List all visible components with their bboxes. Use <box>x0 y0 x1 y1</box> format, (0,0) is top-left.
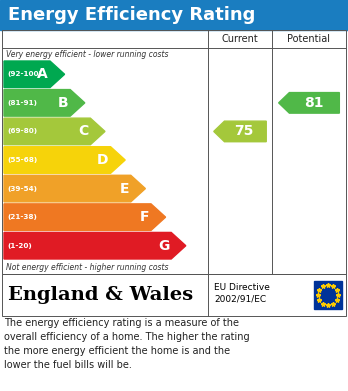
Bar <box>0 0 348 30</box>
Text: England & Wales: England & Wales <box>8 286 193 304</box>
Polygon shape <box>4 90 85 116</box>
Text: 81: 81 <box>304 96 323 110</box>
Bar <box>314 281 342 309</box>
Text: F: F <box>140 210 149 224</box>
Text: Potential: Potential <box>287 34 331 44</box>
Text: (69-80): (69-80) <box>7 128 37 135</box>
Text: The energy efficiency rating is a measure of the
overall efficiency of a home. T: The energy efficiency rating is a measur… <box>4 318 250 370</box>
Text: (92-100): (92-100) <box>7 71 42 77</box>
Text: (39-54): (39-54) <box>7 186 37 192</box>
Text: EU Directive
2002/91/EC: EU Directive 2002/91/EC <box>214 283 270 303</box>
Bar <box>2 274 346 316</box>
Text: E: E <box>119 181 129 196</box>
Text: B: B <box>57 96 68 110</box>
Text: C: C <box>78 124 88 138</box>
Text: A: A <box>37 67 48 81</box>
Polygon shape <box>4 118 105 145</box>
Text: (81-91): (81-91) <box>7 100 37 106</box>
Text: (21-38): (21-38) <box>7 214 37 220</box>
Text: Not energy efficient - higher running costs: Not energy efficient - higher running co… <box>6 263 168 272</box>
Polygon shape <box>279 93 339 113</box>
Text: (1-20): (1-20) <box>7 243 32 249</box>
Bar <box>2 30 346 274</box>
Polygon shape <box>4 61 65 88</box>
Text: D: D <box>97 153 109 167</box>
Polygon shape <box>214 121 266 142</box>
Text: (55-68): (55-68) <box>7 157 37 163</box>
Polygon shape <box>4 232 186 259</box>
Text: 75: 75 <box>234 124 254 138</box>
Text: Very energy efficient - lower running costs: Very energy efficient - lower running co… <box>6 50 168 59</box>
Text: G: G <box>158 239 169 253</box>
Text: Energy Efficiency Rating: Energy Efficiency Rating <box>8 6 255 24</box>
Polygon shape <box>4 147 125 173</box>
Polygon shape <box>4 175 145 202</box>
Polygon shape <box>4 204 166 230</box>
Text: Current: Current <box>222 34 258 44</box>
